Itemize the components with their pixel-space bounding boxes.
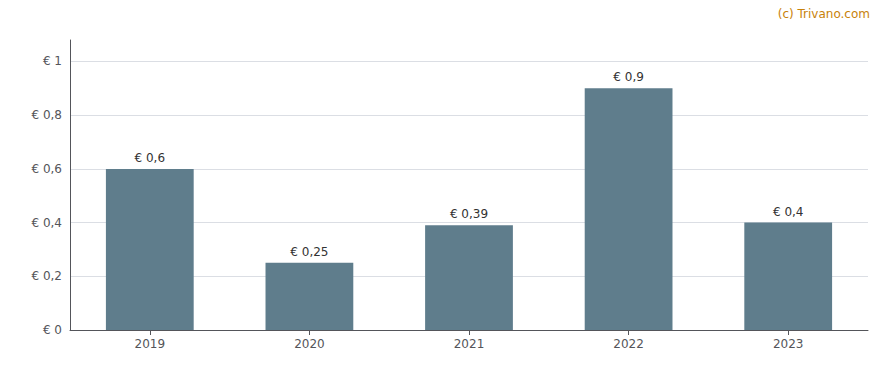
svg-text:€ 1: € 1: [43, 54, 62, 68]
svg-text:€ 0,4: € 0,4: [773, 205, 804, 219]
svg-text:€ 0,25: € 0,25: [290, 245, 328, 259]
svg-text:(c) Trivano.com: (c) Trivano.com: [778, 7, 870, 21]
svg-text:€ 0,4: € 0,4: [31, 216, 62, 230]
svg-text:2023: 2023: [773, 337, 804, 351]
svg-text:€ 0,6: € 0,6: [31, 162, 62, 176]
svg-text:2021: 2021: [454, 337, 485, 351]
svg-text:€ 0: € 0: [43, 323, 62, 337]
svg-text:€ 0,6: € 0,6: [135, 151, 166, 165]
svg-text:2020: 2020: [294, 337, 325, 351]
svg-text:2022: 2022: [613, 337, 644, 351]
svg-text:€ 0,9: € 0,9: [613, 70, 644, 84]
svg-text:€ 0,8: € 0,8: [31, 108, 62, 122]
svg-text:€ 0,39: € 0,39: [450, 207, 488, 221]
svg-text:2019: 2019: [135, 337, 166, 351]
svg-text:€ 0,2: € 0,2: [31, 269, 62, 283]
